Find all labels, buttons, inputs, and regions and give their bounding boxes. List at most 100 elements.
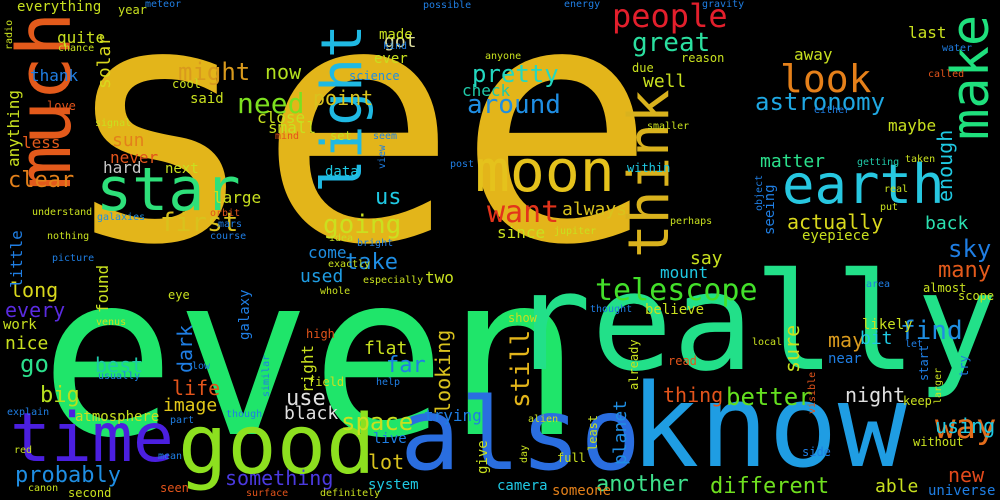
word-telescope: telescope bbox=[595, 273, 758, 308]
word-start: start bbox=[917, 344, 931, 381]
word-bright: bright bbox=[357, 238, 394, 249]
word-exactly: exactly bbox=[328, 259, 371, 270]
word-got: got bbox=[384, 31, 417, 52]
word-time: time bbox=[10, 399, 174, 478]
word-said: said bbox=[190, 91, 224, 107]
word-seem: seem bbox=[373, 131, 398, 142]
word-still: still bbox=[506, 329, 536, 408]
word-love: love bbox=[47, 99, 76, 113]
word-lot: lot bbox=[368, 450, 405, 474]
word-gravity: gravity bbox=[702, 0, 745, 10]
word-pretty: pretty bbox=[472, 60, 559, 88]
word-sun: sun bbox=[112, 130, 145, 151]
word-especially: especially bbox=[363, 275, 424, 286]
word-two: two bbox=[425, 268, 454, 287]
word-us: us bbox=[375, 185, 402, 210]
word-every: every bbox=[5, 298, 66, 322]
word-never: never bbox=[110, 148, 159, 167]
word-canon: canon bbox=[28, 483, 59, 494]
word-first: first bbox=[160, 208, 239, 238]
word-life: life bbox=[172, 376, 221, 400]
word-cool: cool bbox=[172, 77, 201, 91]
word-far: far bbox=[386, 353, 426, 378]
word-sky: sky bbox=[948, 235, 992, 263]
word-area: area bbox=[866, 279, 891, 290]
word-anyone: anyone bbox=[485, 51, 522, 62]
word-see: see bbox=[60, 0, 657, 317]
word-data: data bbox=[325, 164, 359, 180]
word-keep: keep bbox=[903, 394, 932, 408]
word-new: new bbox=[948, 463, 985, 487]
word-large: large bbox=[213, 188, 262, 207]
word-matter: matter bbox=[760, 151, 826, 172]
word-want: want bbox=[487, 195, 560, 230]
word-usually: usually bbox=[98, 371, 141, 382]
word-give: give bbox=[475, 440, 491, 474]
word-nice: nice bbox=[5, 333, 49, 354]
word-hard: hard bbox=[103, 158, 142, 177]
word-set: set bbox=[330, 129, 352, 143]
word-point: point bbox=[313, 86, 374, 110]
word-ever: ever bbox=[374, 51, 408, 67]
word-water: water bbox=[942, 43, 973, 54]
word-know: know bbox=[630, 360, 907, 494]
word-galaxies: galaxies bbox=[97, 212, 146, 223]
word-venus: venus bbox=[96, 317, 127, 328]
word-actually: actually bbox=[787, 210, 884, 234]
word-red: red bbox=[14, 445, 33, 456]
word-something: something bbox=[225, 466, 334, 490]
word-last: last bbox=[908, 23, 947, 42]
word-seeing: seeing bbox=[762, 184, 778, 235]
word-jupiter: jupiter bbox=[554, 226, 597, 237]
word-little: little bbox=[7, 230, 26, 288]
word-atmosphere: atmosphere bbox=[75, 409, 160, 425]
word-always: always bbox=[562, 199, 628, 220]
word-good: good bbox=[178, 398, 376, 493]
word-great: great bbox=[632, 28, 711, 58]
word-taken: taken bbox=[905, 154, 936, 165]
word-many: many bbox=[938, 258, 991, 283]
word-maybe: maybe bbox=[888, 116, 937, 135]
word-mind: mind bbox=[275, 131, 300, 142]
word-view: view bbox=[377, 144, 388, 169]
word-orbit: orbit bbox=[210, 208, 241, 219]
word-system: system bbox=[368, 477, 419, 493]
word-meteor: meteor bbox=[145, 0, 182, 10]
word-kind: kind bbox=[383, 41, 408, 52]
word-bit: bit bbox=[860, 328, 893, 349]
word-long: long bbox=[10, 278, 59, 302]
word-galaxy: galaxy bbox=[237, 289, 253, 340]
word-come: come bbox=[308, 243, 347, 262]
word-really: really bbox=[510, 244, 998, 401]
word-well: well bbox=[643, 71, 687, 92]
word-big: big bbox=[40, 383, 80, 408]
word-used: used bbox=[300, 266, 344, 287]
word-next: next bbox=[165, 161, 199, 177]
word-almost: almost bbox=[923, 281, 967, 295]
word-since: since bbox=[497, 223, 546, 242]
word-already: already bbox=[627, 339, 641, 390]
word-use: use bbox=[286, 386, 326, 411]
word-without: without bbox=[913, 435, 964, 449]
word-reason: reason bbox=[681, 51, 725, 65]
word-night: night bbox=[845, 383, 906, 407]
word-larger: larger bbox=[933, 367, 944, 404]
word-put: put bbox=[880, 202, 899, 213]
word-may: may bbox=[828, 328, 865, 352]
word-likely: likely bbox=[862, 317, 913, 333]
word-clear: clear bbox=[8, 168, 75, 193]
word-field: field bbox=[308, 375, 345, 389]
word-understand: understand bbox=[32, 207, 93, 218]
word-back: back bbox=[925, 213, 969, 234]
word-nothing: nothing bbox=[47, 231, 90, 242]
word-quite: quite bbox=[57, 28, 106, 47]
word-flat: flat bbox=[364, 338, 408, 359]
word-chance: chance bbox=[58, 43, 95, 54]
word-day: day bbox=[519, 444, 530, 463]
word-eye: eye bbox=[168, 288, 190, 302]
word-year: year bbox=[118, 3, 147, 17]
word-away: away bbox=[794, 45, 833, 64]
word-side: side bbox=[802, 445, 831, 459]
word-universe: universe bbox=[928, 483, 996, 499]
